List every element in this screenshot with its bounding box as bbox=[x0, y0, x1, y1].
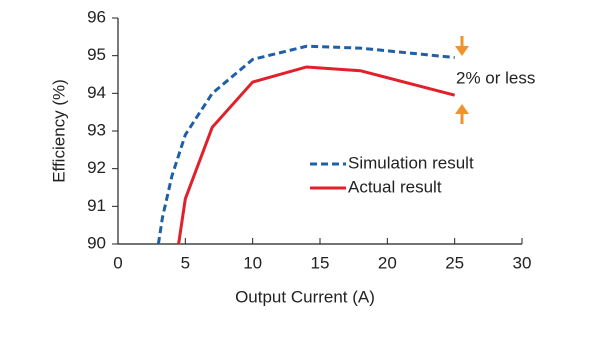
x-tick-label: 5 bbox=[181, 253, 190, 272]
x-tick-label: 15 bbox=[311, 253, 330, 272]
legend-label: Actual result bbox=[348, 177, 442, 196]
x-tick-label: 30 bbox=[513, 253, 532, 272]
x-tick-label: 10 bbox=[243, 253, 262, 272]
y-axis-label: Efficiency (%) bbox=[49, 79, 68, 183]
y-tick-label: 93 bbox=[87, 120, 106, 139]
y-tick-label: 92 bbox=[87, 158, 106, 177]
x-tick-label: 25 bbox=[445, 253, 464, 272]
y-tick-label: 94 bbox=[87, 83, 106, 102]
arrow-down-head bbox=[455, 46, 469, 56]
series-line bbox=[156, 44, 455, 245]
y-tick-label: 95 bbox=[87, 45, 106, 64]
series-line bbox=[177, 65, 456, 245]
x-tick-label: 20 bbox=[378, 253, 397, 272]
arrow-up-head bbox=[455, 104, 469, 114]
y-tick-label: 96 bbox=[87, 7, 106, 26]
legend-label: Simulation result bbox=[348, 153, 474, 172]
y-tick-label: 91 bbox=[87, 196, 106, 215]
y-tick-label: 90 bbox=[87, 233, 106, 252]
x-axis-label: Output Current (A) bbox=[235, 287, 375, 306]
annotation: 2% or less bbox=[456, 68, 535, 87]
x-tick-label: 0 bbox=[113, 253, 122, 272]
